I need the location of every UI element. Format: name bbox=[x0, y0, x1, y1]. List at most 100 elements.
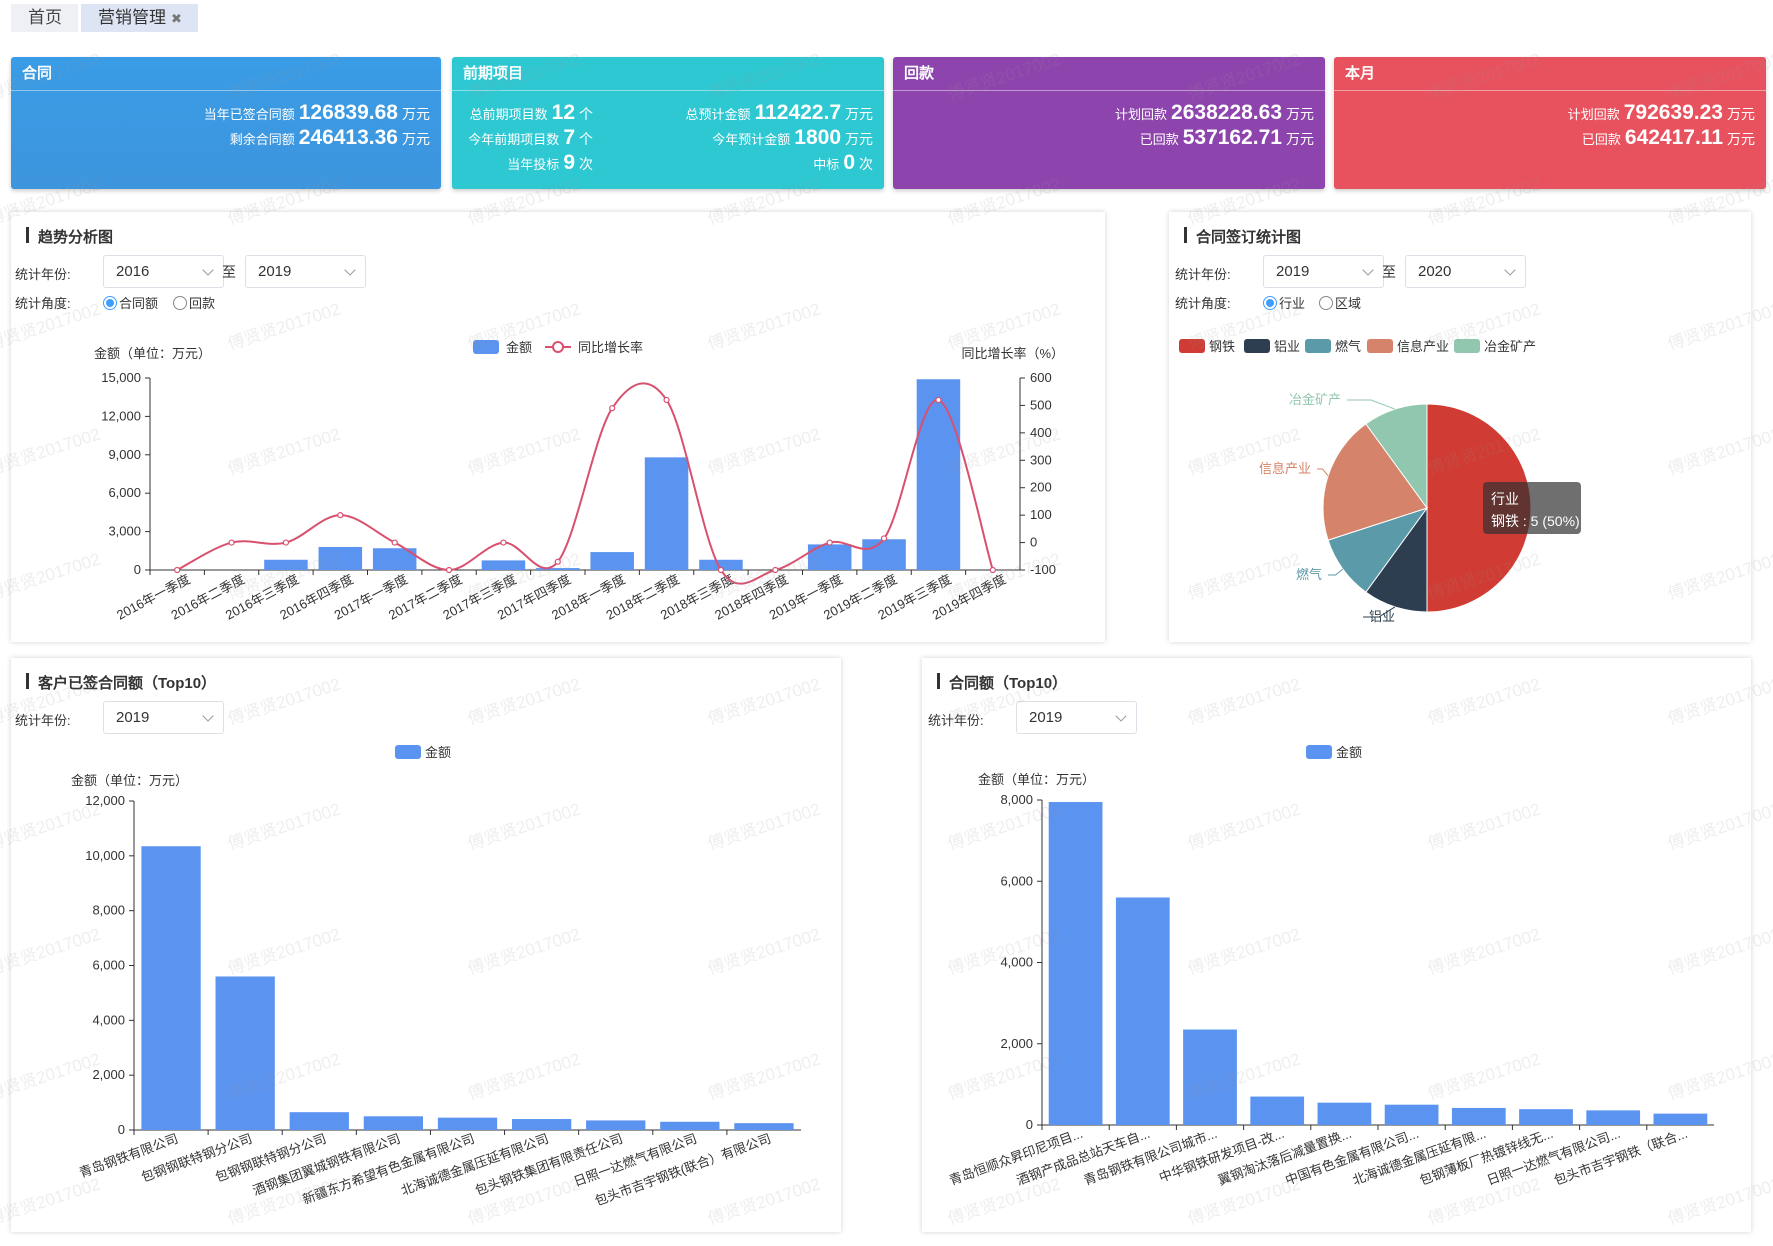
bar bbox=[807, 544, 852, 570]
x-tick-label: 2017年四季度 bbox=[495, 571, 573, 622]
growth-point bbox=[826, 539, 833, 546]
angle-label: 统计角度: bbox=[15, 296, 71, 311]
y-tick-label: 10,000 bbox=[85, 848, 125, 863]
pie-label-line bbox=[1317, 468, 1329, 477]
x-tick-label: 包钢薄板厂热镀锌线无... bbox=[1418, 1126, 1555, 1188]
tooltip-box bbox=[1483, 482, 1581, 534]
y-tick-label: 2,000 bbox=[1000, 1036, 1033, 1051]
y-tick-label: 6,000 bbox=[108, 485, 141, 500]
x-tick-label: 2016年三季度 bbox=[223, 571, 301, 622]
growth-point bbox=[772, 566, 779, 574]
y-tick-label: 0 bbox=[118, 1122, 125, 1137]
contract-card: 合同 当年已签合同额 126839.68 万元 剩余合同额 246413.36 万元 bbox=[11, 57, 441, 189]
x-tick-label: 2016年四季度 bbox=[277, 571, 355, 622]
year-select[interactable]: 2019 bbox=[103, 701, 224, 734]
y-tick-label: 12,000 bbox=[101, 408, 141, 423]
pie-slice bbox=[1322, 423, 1428, 541]
angle-label: 统计角度: bbox=[1175, 296, 1231, 311]
x-tick-label: 包钢钢联特钢分公司 bbox=[213, 1131, 328, 1185]
panel-title: 客户已签合同额（Top10） bbox=[26, 672, 216, 693]
bar bbox=[1183, 1029, 1237, 1125]
bar bbox=[141, 846, 201, 1130]
x-tick-label: 包头钢铁集团有限责任公司 bbox=[473, 1131, 625, 1198]
to-label: 至 bbox=[222, 264, 236, 280]
growth-point bbox=[989, 566, 996, 574]
legend-label: 金额 bbox=[1336, 745, 1362, 760]
y-tick-label: 12,000 bbox=[85, 793, 125, 808]
tab-marketing-label: 营销管理 bbox=[98, 8, 166, 27]
x-tick-label: 青岛钢铁有限公司城市... bbox=[1082, 1126, 1219, 1188]
bar bbox=[916, 379, 961, 570]
amount-bar-chart: 金额（单位：万元） 金额 0 2,000 4,000 6,000 8,000 青岛恒顺众昇印尼… bbox=[947, 745, 1714, 1188]
bar bbox=[734, 1123, 794, 1130]
bar bbox=[1653, 1113, 1708, 1125]
radio-region[interactable]: 区域 bbox=[1319, 293, 1361, 312]
pie-slice bbox=[1365, 403, 1428, 510]
y-axis-title: 金额（单位：万元） bbox=[71, 773, 188, 788]
chevron-down-icon bbox=[202, 264, 214, 276]
growth-point bbox=[935, 396, 942, 404]
pie-label: 冶金矿产 bbox=[1289, 392, 1341, 407]
bar bbox=[590, 552, 634, 570]
x-tick-label: 2018年四季度 bbox=[712, 571, 790, 622]
bar bbox=[318, 546, 363, 570]
x-tick-label: 2018年一季度 bbox=[549, 571, 627, 622]
legend-label: 信息产业 bbox=[1397, 339, 1449, 354]
y-tick-label: 8,000 bbox=[92, 903, 125, 918]
pie-label: 燃气 bbox=[1296, 567, 1322, 582]
year-from-select[interactable]: 2019 bbox=[1263, 255, 1384, 288]
tab-marketing[interactable]: 营销管理 ✖ bbox=[81, 4, 198, 32]
growth-point bbox=[282, 539, 290, 546]
y-tick-label: 2,000 bbox=[92, 1067, 125, 1082]
remaining-amount: 剩余合同额 246413.36 万元 bbox=[229, 126, 430, 149]
panel-title: 趋势分析图 bbox=[26, 226, 113, 247]
pie-slice bbox=[1426, 403, 1532, 613]
customer-top10-panel: 客户已签合同额（Top10） 统计年份: 2019 金额（单位：万元） 金额 0 2,… bbox=[11, 658, 841, 1232]
pie-label-line bbox=[1328, 568, 1344, 576]
bar bbox=[1384, 1104, 1439, 1125]
bar bbox=[586, 1120, 646, 1130]
x-tick-label: 2019年三季度 bbox=[875, 571, 953, 622]
year-from-select[interactable]: 2016 bbox=[103, 255, 224, 288]
close-icon[interactable]: ✖ bbox=[171, 11, 182, 26]
total-estimate: 总预计金额 112422.7 万元 bbox=[685, 101, 873, 124]
year-bids: 当年投标 9 次 bbox=[507, 151, 593, 174]
year-select[interactable]: 2019 bbox=[1016, 701, 1137, 734]
y-tick-label: 0 bbox=[134, 562, 141, 577]
radio-payment[interactable]: 回款 bbox=[173, 293, 215, 312]
growth-point bbox=[174, 566, 181, 574]
bar bbox=[862, 539, 906, 570]
bar bbox=[1519, 1109, 1573, 1125]
x-tick-label: 2019年四季度 bbox=[930, 571, 1008, 622]
year-to-select[interactable]: 2020 bbox=[1405, 255, 1526, 288]
growth-point bbox=[663, 396, 670, 404]
x-tick-label: 2019年二季度 bbox=[821, 571, 899, 622]
y-tick-label: 6,000 bbox=[92, 958, 125, 973]
growth-point bbox=[609, 405, 616, 412]
bar bbox=[215, 976, 275, 1130]
y-tick-label: 3,000 bbox=[108, 524, 141, 539]
planned-payment: 计划回款 2638228.63 万元 bbox=[1115, 101, 1314, 124]
y-tick-label: 4,000 bbox=[92, 1012, 125, 1027]
year-label: 统计年份: bbox=[928, 713, 984, 728]
tooltip-title: 行业 bbox=[1491, 491, 1519, 507]
year-to-select[interactable]: 2019 bbox=[245, 255, 366, 288]
y-axis-title: 金额（单位：万元） bbox=[978, 772, 1095, 787]
radio-industry[interactable]: 行业 bbox=[1263, 293, 1305, 312]
y2-tick-label: 500 bbox=[1030, 397, 1052, 412]
tab-home[interactable]: 首页 bbox=[11, 4, 78, 32]
radio-contract[interactable]: 合同额 bbox=[103, 293, 158, 312]
total-projects: 总前期项目数 12 个 bbox=[469, 101, 593, 124]
x-tick-label: 2016年一季度 bbox=[114, 571, 192, 622]
month-planned-payment: 计划回款 792639.23 万元 bbox=[1567, 101, 1755, 124]
received-payment: 已回款 537162.71 万元 bbox=[1139, 126, 1314, 149]
year-label: 统计年份: bbox=[15, 267, 71, 282]
x-tick-label: 酒钢产成品总站天车自... bbox=[1014, 1126, 1151, 1188]
radio-unchecked-icon bbox=[1319, 296, 1333, 310]
x-tick-label: 日照一达燃气有限公司 bbox=[572, 1131, 699, 1190]
growth-point bbox=[500, 539, 507, 546]
bar bbox=[1048, 802, 1103, 1125]
x-tick-label: 北海诚德金属压延有限公司 bbox=[399, 1131, 551, 1198]
y2-tick-label: 200 bbox=[1030, 480, 1052, 495]
x-tick-label: 新疆东方希望有色金属有限公司 bbox=[300, 1131, 476, 1207]
